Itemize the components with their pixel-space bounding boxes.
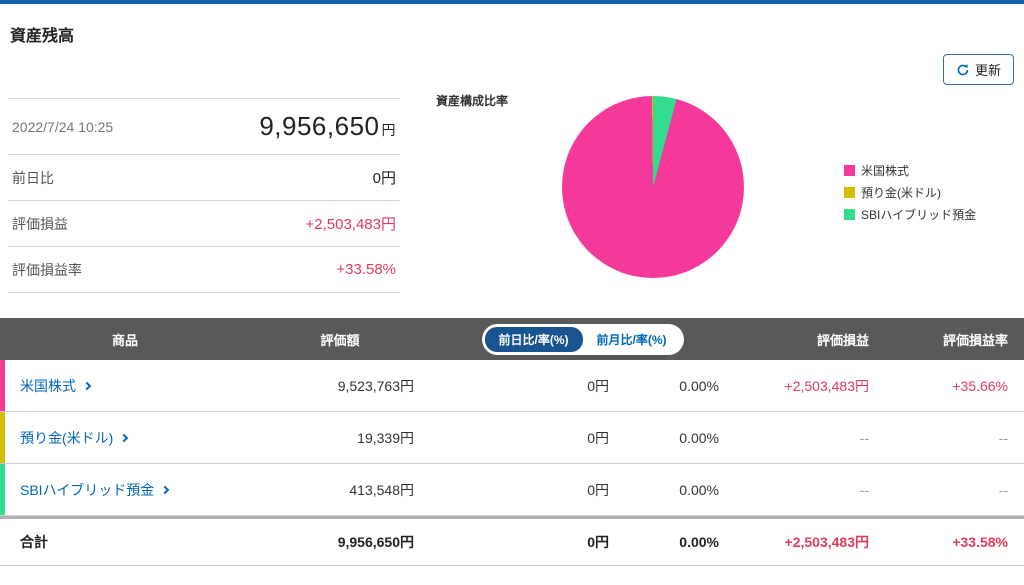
product-cell: 米国株式 [0,360,250,411]
legend-swatch-hybrid-deposit [844,209,855,220]
refresh-button[interactable]: 更新 [942,54,1014,85]
table-total-row: 合計 9,956,650円 0円 0.00% +2,503,483円 +33.5… [0,516,1024,566]
table-row-us-stocks: 米国株式 9,523,763円 0円 0.00% +2,503,483円 +35… [0,360,1024,412]
summary-row-day-change: 前日比 0円 [8,155,400,201]
chevron-right-icon [82,381,92,390]
product-cell: 預り金(米ドル) [0,412,250,463]
total-gain-cell: +2,503,483円 [784,534,869,550]
summary-total-row: 2022/7/24 10:25 9,956,650 円 [8,99,400,155]
table-row-hybrid-deposit: SBIハイブリッド預金 413,548円 0円 0.00% -- -- [0,464,1024,516]
period-toggle-cell: 前日比/率(%) 前月比/率(%) [430,323,735,355]
toggle-prev-day-button[interactable]: 前日比/率(%) [484,326,583,352]
gain-cell: +2,503,483円 [784,377,869,394]
valuation-cell: 413,548円 [349,481,414,498]
col-header-gain-rate: 評価損益率 [942,332,1008,348]
chevron-right-icon [120,433,129,442]
legend-label: 預り金(米ドル) [861,186,941,200]
gain-cell: -- [859,429,869,446]
product-link-usd-deposit[interactable]: 預り金(米ドル) [20,428,129,448]
legend-label: SBIハイブリッド預金 [861,208,977,222]
summary-row-gain-rate: 評価損益率 +33.58% [8,247,400,293]
legend-label: 米国株式 [861,164,910,178]
change-rate-cell: 0.00% [679,481,719,498]
product-cell: SBIハイブリッド預金 [0,464,250,515]
summary-label: 評価損益率 [12,261,82,278]
legend-swatch-usd-deposit [844,187,855,198]
summary-row-gain: 評価損益 +2,503,483円 [8,201,400,247]
table-header-row: 商品 評価額 前日比/率(%) 前月比/率(%) 評価損益 評価損益率 [0,318,1024,360]
chart-title: 資産構成比率 [436,94,509,108]
legend-item-usd-deposit: 預り金(米ドル) [844,184,976,201]
product-link-hybrid-deposit[interactable]: SBIハイブリッド預金 [20,480,170,500]
total-label: 合計 [20,534,48,550]
change-rate-cell: 0.00% [679,377,719,394]
page-title: 資産残高 [10,28,75,45]
gain-rate-cell: -- [998,429,1008,446]
valuation-cell: 9,523,763円 [337,377,414,394]
category-color-stripe [0,464,5,515]
change-cell: 0円 [587,429,609,446]
summary-value: 0円 [372,170,396,187]
asset-composition-section: 資産構成比率 米国株式 預り金(米ドル) SBIハイブリッド預金 [430,88,1024,310]
legend-item-hybrid-deposit: SBIハイブリッド預金 [844,206,976,223]
refresh-label: 更新 [974,63,1001,78]
legend-swatch-us-stocks [844,165,855,176]
toggle-prev-month-button[interactable]: 前月比/率(%) [583,327,681,352]
total-change-cell: 0円 [587,534,609,550]
chart-legend: 米国株式 預り金(米ドル) SBIハイブリッド預金 [844,162,976,223]
table-row-usd-deposit: 預り金(米ドル) 19,339円 0円 0.00% -- -- [0,412,1024,464]
valuation-cell: 19,339円 [357,429,414,446]
total-gain-rate-cell: +33.58% [952,534,1008,550]
summary-label: 前日比 [12,169,54,186]
change-rate-cell: 0.00% [679,429,719,446]
top-accent-bar [0,0,1024,4]
refresh-icon [956,63,970,77]
product-name: 預り金(米ドル) [20,429,114,446]
as-of-datetime: 2022/7/24 10:25 [12,118,114,135]
product-link-us-stocks[interactable]: 米国株式 [20,376,92,396]
product-name: SBIハイブリッド預金 [20,481,155,498]
gain-rate-cell: -- [998,481,1008,498]
total-change-rate-cell: 0.00% [679,534,719,550]
col-header-product: 商品 [111,332,138,348]
pie-chart [562,96,744,278]
period-toggle: 前日比/率(%) 前月比/率(%) [481,323,684,355]
summary-value: +2,503,483円 [305,216,397,233]
chevron-right-icon [161,485,170,494]
gain-rate-cell: +35.66% [952,377,1008,394]
summary-panel: 2022/7/24 10:25 9,956,650 円 前日比 0円 評価損益 +… [8,98,400,293]
gain-cell: -- [859,481,869,498]
total-valuation-cell: 9,956,650円 [337,534,414,550]
holdings-table: 商品 評価額 前日比/率(%) 前月比/率(%) 評価損益 評価損益率 米国株式… [0,318,1024,566]
col-header-gain: 評価損益 [816,332,869,348]
total-asset-unit: 円 [381,122,396,138]
change-cell: 0円 [587,481,609,498]
col-header-valuation: 評価額 [320,332,360,348]
summary-label: 評価損益 [12,215,68,232]
total-asset-value: 9,956,650 [259,111,380,141]
legend-item-us-stocks: 米国株式 [844,162,976,179]
total-asset-amount: 9,956,650 円 [259,111,396,142]
change-cell: 0円 [587,377,609,394]
product-name: 米国株式 [20,377,76,394]
summary-value: +33.58% [336,261,396,278]
category-color-stripe [0,360,5,411]
category-color-stripe [0,412,5,463]
